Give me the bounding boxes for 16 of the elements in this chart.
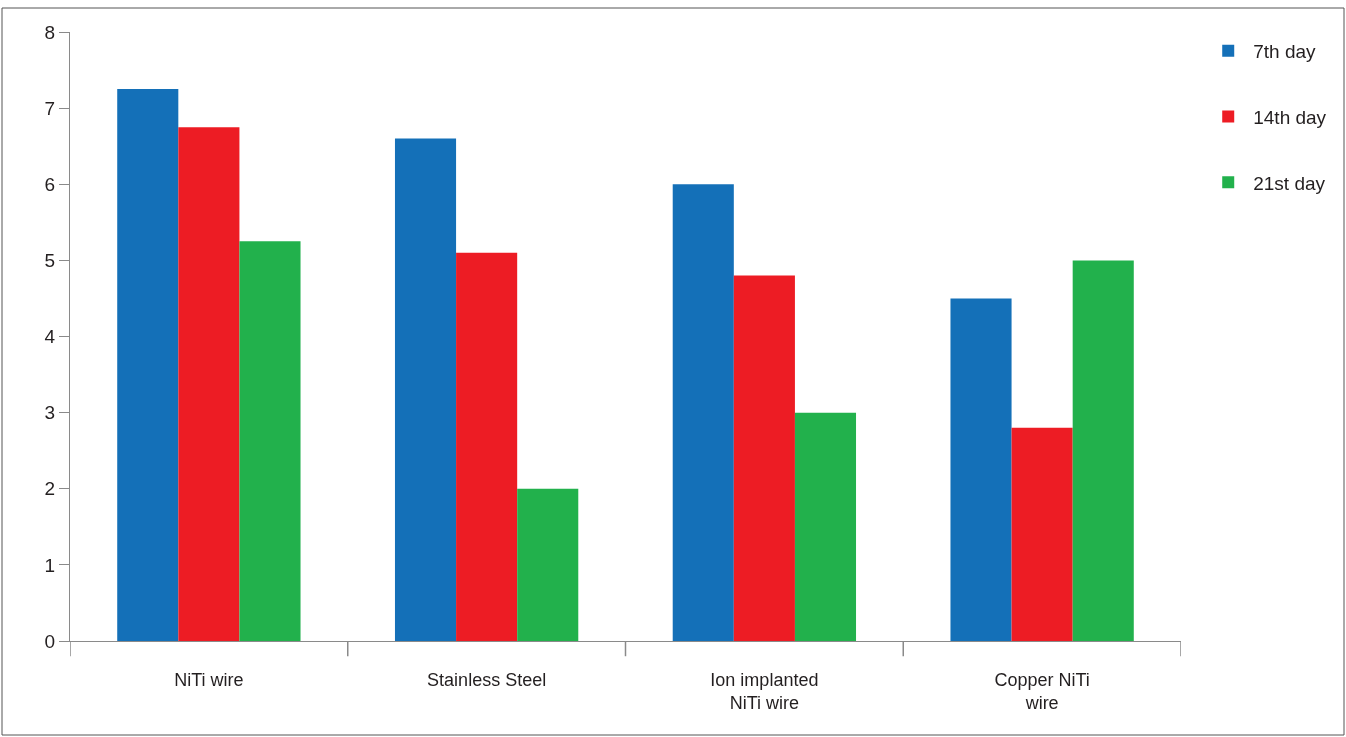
- y-tick-label: 3: [44, 402, 56, 424]
- x-tick-label: NiTi wire: [174, 669, 244, 690]
- y-tick-label: 7: [44, 97, 56, 119]
- x-tick-label: Ion implanted NiTi wire: [710, 669, 819, 713]
- legend-label: 14th day: [1253, 106, 1327, 128]
- y-tick-label: 8: [44, 21, 56, 43]
- legend-label: 7th day: [1253, 41, 1317, 63]
- y-tick-label: 0: [44, 630, 56, 652]
- y-tick-label: 1: [44, 554, 56, 576]
- y-tick-label: 2: [44, 478, 56, 500]
- x-tick-label: Copper NiTi wire: [994, 669, 1090, 713]
- x-tick-label: Stainless Steel: [427, 669, 547, 690]
- y-tick-label: 5: [44, 250, 56, 272]
- legend-label: 21st day: [1253, 172, 1326, 194]
- y-tick-label: 4: [44, 326, 56, 348]
- y-tick-label: 6: [44, 173, 56, 195]
